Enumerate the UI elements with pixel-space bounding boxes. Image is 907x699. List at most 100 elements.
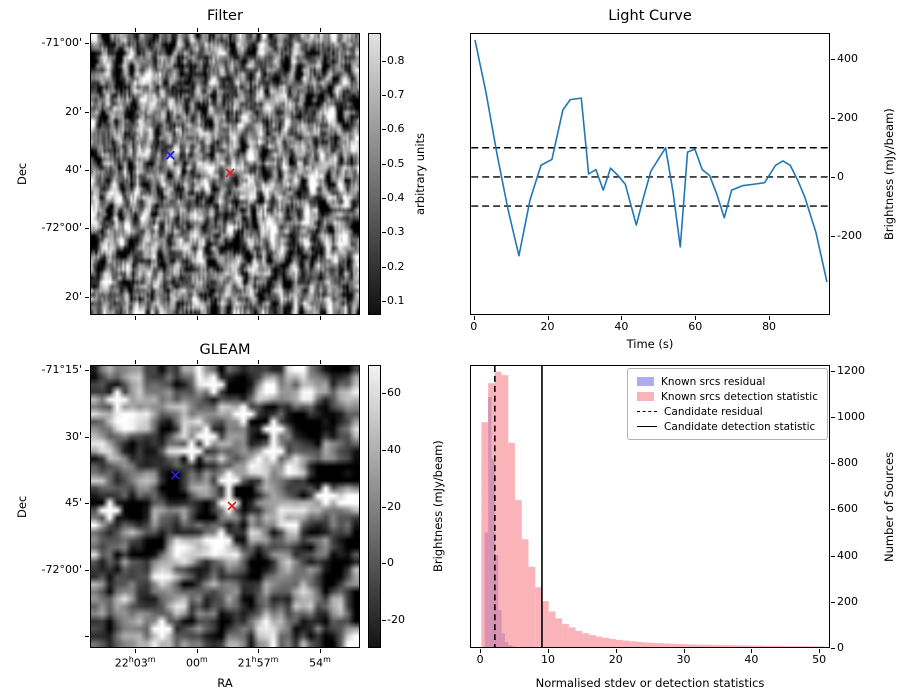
red-x-marker xyxy=(225,168,235,178)
gleam-colorbar-label: Brightness (mJy/beam) xyxy=(431,440,445,573)
histogram-bars xyxy=(481,366,825,647)
filter-title: Filter xyxy=(207,8,243,24)
light-curve-y-axis-label: Brightness (mJy/beam) xyxy=(882,108,896,240)
gleam-x-axis-label: RA xyxy=(217,676,233,690)
tick-mark xyxy=(382,198,386,200)
x-tick-label: 0 xyxy=(476,653,484,666)
colorbar-tick-label: 0.5 xyxy=(387,156,405,170)
colorbar-tick-label: 0.2 xyxy=(387,259,405,273)
legend-label: Known srcs detection statistic xyxy=(661,390,818,403)
tick-mark xyxy=(831,463,835,465)
light-curve-line xyxy=(471,39,829,283)
y-tick-label: 200 xyxy=(837,111,858,125)
light-curve-x-axis-label: Time (s) xyxy=(626,337,674,351)
tick-mark xyxy=(196,28,198,32)
y-tick-label: 0 xyxy=(837,169,844,183)
panel-light-curve: Light Curve Time (s) Brightness (mJy/bea… xyxy=(455,0,907,362)
filter-colorbar xyxy=(368,33,381,315)
tick-mark xyxy=(85,170,89,172)
tick-mark xyxy=(382,563,386,565)
x-tick-label: 50 xyxy=(812,653,827,666)
colorbar-tick-label: 0.8 xyxy=(387,53,405,67)
tick-mark xyxy=(135,316,137,320)
y-tick-label: -72°00' xyxy=(41,220,83,234)
tick-mark xyxy=(831,118,835,120)
tick-mark xyxy=(196,316,198,320)
tick-mark xyxy=(382,449,386,451)
tick-mark xyxy=(85,503,89,505)
colorbar-tick-label: 0 xyxy=(387,556,394,570)
panel-histogram: Known srcs residual Known srcs detection… xyxy=(455,340,907,699)
filter-colorbar-label: arbitrary units xyxy=(413,132,427,216)
tick-mark xyxy=(382,619,386,621)
tick-mark xyxy=(85,296,89,298)
tick-mark xyxy=(831,601,835,603)
tick-mark xyxy=(831,176,835,178)
histogram-y-axis-label: Number of Sources xyxy=(882,451,896,562)
colorbar-tick-label: 20 xyxy=(387,499,401,513)
colorbar-tick-label: 0.7 xyxy=(387,87,405,101)
y-tick-label: 20' xyxy=(64,289,82,303)
tick-mark xyxy=(257,28,259,32)
gleam-title: GLEAM xyxy=(199,342,251,358)
y-tick-label: 0 xyxy=(837,641,844,654)
y-tick-label: 40' xyxy=(64,163,82,177)
tick-mark xyxy=(547,316,549,320)
panel-gleam: GLEAM Dec RA Brightness (mJy/beam) -71°1… xyxy=(0,340,455,699)
tick-mark xyxy=(85,111,89,113)
filter-image xyxy=(90,33,360,315)
tick-mark xyxy=(615,649,617,653)
tick-mark xyxy=(135,28,137,32)
y-tick-label: 600 xyxy=(837,502,858,516)
blue-x-marker xyxy=(170,470,180,480)
tick-mark xyxy=(473,316,475,320)
tick-mark xyxy=(769,316,771,320)
y-tick-label: 200 xyxy=(837,594,858,608)
tick-mark xyxy=(257,360,259,364)
y-tick-label: -72°00' xyxy=(41,562,83,576)
legend-label: Known srcs residual xyxy=(661,375,766,388)
tick-mark xyxy=(382,129,386,131)
panel-filter: Filter Dec arbitrary units -71°00' 20' 40'… xyxy=(0,0,455,362)
legend-item-candidate-residual: Candidate residual xyxy=(637,404,818,419)
colorbar-tick-label: -20 xyxy=(387,612,405,626)
gleam-marker-overlay xyxy=(170,470,237,511)
tick-mark xyxy=(85,436,89,438)
x-tick-label: 22h03m xyxy=(114,655,156,670)
tick-mark xyxy=(695,316,697,320)
tick-mark xyxy=(135,360,137,364)
tick-mark xyxy=(135,649,137,653)
tick-mark xyxy=(382,60,386,62)
tick-mark xyxy=(320,649,322,653)
tick-mark xyxy=(831,648,835,649)
legend-swatch-known-residual xyxy=(637,377,655,386)
y-tick-label: 1000 xyxy=(837,409,865,423)
blue-x-marker xyxy=(165,150,175,160)
x-tick-label: 00m xyxy=(186,655,208,670)
y-tick-label: -200 xyxy=(837,228,862,242)
y-tick-label: -71°00' xyxy=(41,35,83,49)
x-tick-label: 60 xyxy=(688,320,703,333)
gleam-image xyxy=(90,365,360,648)
colorbar-tick-label: 0.1 xyxy=(387,294,405,308)
tick-mark xyxy=(382,301,386,303)
tick-mark xyxy=(547,649,549,653)
x-tick-label: 0 xyxy=(470,320,478,333)
tick-mark xyxy=(831,235,835,237)
tick-mark xyxy=(85,636,89,638)
x-tick-label: 20 xyxy=(608,653,623,666)
y-tick-label: 400 xyxy=(837,52,858,66)
red-x-marker xyxy=(227,501,237,511)
tick-mark xyxy=(85,42,89,44)
tick-mark xyxy=(480,649,482,653)
tick-mark xyxy=(382,163,386,165)
x-tick-label: 20 xyxy=(540,320,555,333)
tick-mark xyxy=(751,649,753,653)
y-tick-label: 1200 xyxy=(837,363,865,377)
tick-mark xyxy=(831,59,835,61)
tick-mark xyxy=(85,569,89,571)
y-tick-label: 800 xyxy=(837,456,858,470)
x-tick-label: 30 xyxy=(676,653,691,666)
tick-mark xyxy=(382,506,386,508)
